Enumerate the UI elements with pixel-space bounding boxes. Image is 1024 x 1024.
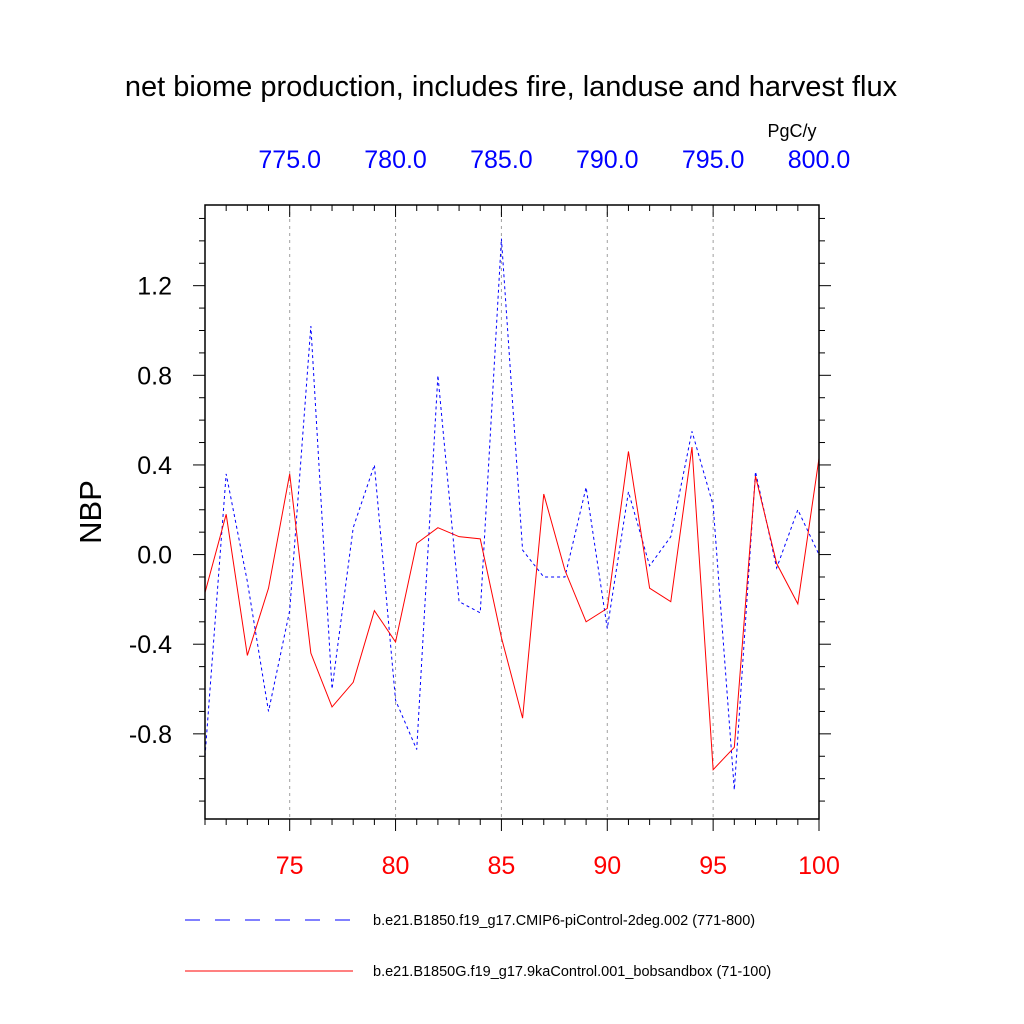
x-bottom-tick-label: 80 xyxy=(382,852,410,880)
data-point-red xyxy=(352,682,354,684)
data-point-blue xyxy=(564,576,566,578)
data-point-red xyxy=(649,587,651,589)
data-point-blue xyxy=(479,612,481,614)
data-point-red xyxy=(776,563,778,565)
series-line-red xyxy=(204,446,820,771)
data-point-blue xyxy=(225,473,227,475)
data-point-red xyxy=(268,587,270,589)
chart-title: net biome production, includes fire, lan… xyxy=(125,71,898,103)
y-tick-label: 0.0 xyxy=(137,542,172,570)
x-bottom-tick-label: 85 xyxy=(488,852,516,880)
data-point-red xyxy=(331,706,333,708)
data-point-red xyxy=(395,641,397,643)
x-top-tick-label: 790.0 xyxy=(576,146,639,174)
y-tick-label: 1.2 xyxy=(137,273,172,301)
data-point-blue xyxy=(543,576,545,578)
data-point-blue xyxy=(374,464,376,466)
data-point-blue xyxy=(522,549,524,551)
data-point-blue xyxy=(289,610,291,612)
data-point-red xyxy=(289,473,291,475)
x-top-tick-label: 775.0 xyxy=(258,146,321,174)
x-bottom-tick-label: 90 xyxy=(593,852,621,880)
data-point-red xyxy=(734,746,736,748)
data-point-blue xyxy=(501,238,503,240)
legend-label-blue: b.e21.B1850.f19_g17.CMIP6-piControl-2deg… xyxy=(373,913,755,929)
data-point-red xyxy=(437,527,439,529)
axis-tick-labels: 1.2 0.8 0.4 0.0 -0.4 -0.8 75 80 85 90 95 100 775.0 78… xyxy=(129,146,850,880)
data-point-red xyxy=(670,601,672,603)
units-label: PgC/y xyxy=(767,121,816,141)
legend: b.e21.B1850.f19_g17.CMIP6-piControl-2deg… xyxy=(185,913,771,980)
data-point-red xyxy=(225,513,227,515)
x-bottom-tick-label: 75 xyxy=(276,852,304,880)
plot-frame xyxy=(204,204,820,820)
data-point-blue xyxy=(416,749,418,751)
data-point-red xyxy=(458,536,460,538)
x-bottom-tick-label: 95 xyxy=(699,852,727,880)
data-point-red xyxy=(755,475,757,477)
data-point-blue xyxy=(458,601,460,603)
data-point-red xyxy=(712,769,714,771)
data-point-blue xyxy=(628,491,630,493)
data-point-red xyxy=(564,569,566,571)
x-top-tick-label: 785.0 xyxy=(470,146,533,174)
data-point-blue xyxy=(649,565,651,567)
data-point-blue xyxy=(437,375,439,377)
axis-ticks xyxy=(193,205,831,831)
data-point-red xyxy=(797,603,799,605)
x-bottom-tick-label: 100 xyxy=(798,852,840,880)
y-tick-label: -0.4 xyxy=(129,631,172,659)
y-tick-label: 0.4 xyxy=(137,452,172,480)
data-point-blue xyxy=(310,325,312,327)
data-point-blue xyxy=(734,789,736,791)
data-point-red xyxy=(247,655,249,657)
data-point-red xyxy=(606,608,608,610)
data-point-blue xyxy=(691,431,693,433)
data-point-red xyxy=(543,493,545,495)
data-point-red xyxy=(585,621,587,623)
series-lines xyxy=(204,238,820,791)
data-point-red xyxy=(416,543,418,545)
data-point-blue xyxy=(585,487,587,489)
data-point-blue xyxy=(797,509,799,511)
y-tick-label: -0.8 xyxy=(129,721,172,749)
data-point-blue xyxy=(395,699,397,701)
data-point-blue xyxy=(776,567,778,569)
data-point-blue xyxy=(670,536,672,538)
y-tick-label: 0.8 xyxy=(137,362,172,390)
y-axis-label: NBP xyxy=(73,480,108,544)
data-point-blue xyxy=(352,527,354,529)
data-point-blue xyxy=(268,711,270,713)
x-top-tick-label: 800.0 xyxy=(788,146,851,174)
data-point-blue xyxy=(712,504,714,506)
x-top-tick-label: 795.0 xyxy=(682,146,745,174)
data-point-red xyxy=(628,451,630,453)
data-point-blue xyxy=(606,628,608,630)
series-line-blue xyxy=(204,238,820,790)
data-point-red xyxy=(479,538,481,540)
x-top-tick-label: 780.0 xyxy=(364,146,427,174)
legend-label-red: b.e21.B1850G.f19_g17.9kaControl.001_bobs… xyxy=(373,964,771,980)
data-point-red xyxy=(522,717,524,719)
data-point-blue xyxy=(247,581,249,583)
data-point-red xyxy=(374,610,376,612)
data-point-red xyxy=(691,446,693,448)
data-point-red xyxy=(501,637,503,639)
data-point-blue xyxy=(331,688,333,690)
data-point-blue xyxy=(755,471,757,473)
vertical-gridlines xyxy=(289,205,714,819)
data-point-red xyxy=(310,652,312,654)
